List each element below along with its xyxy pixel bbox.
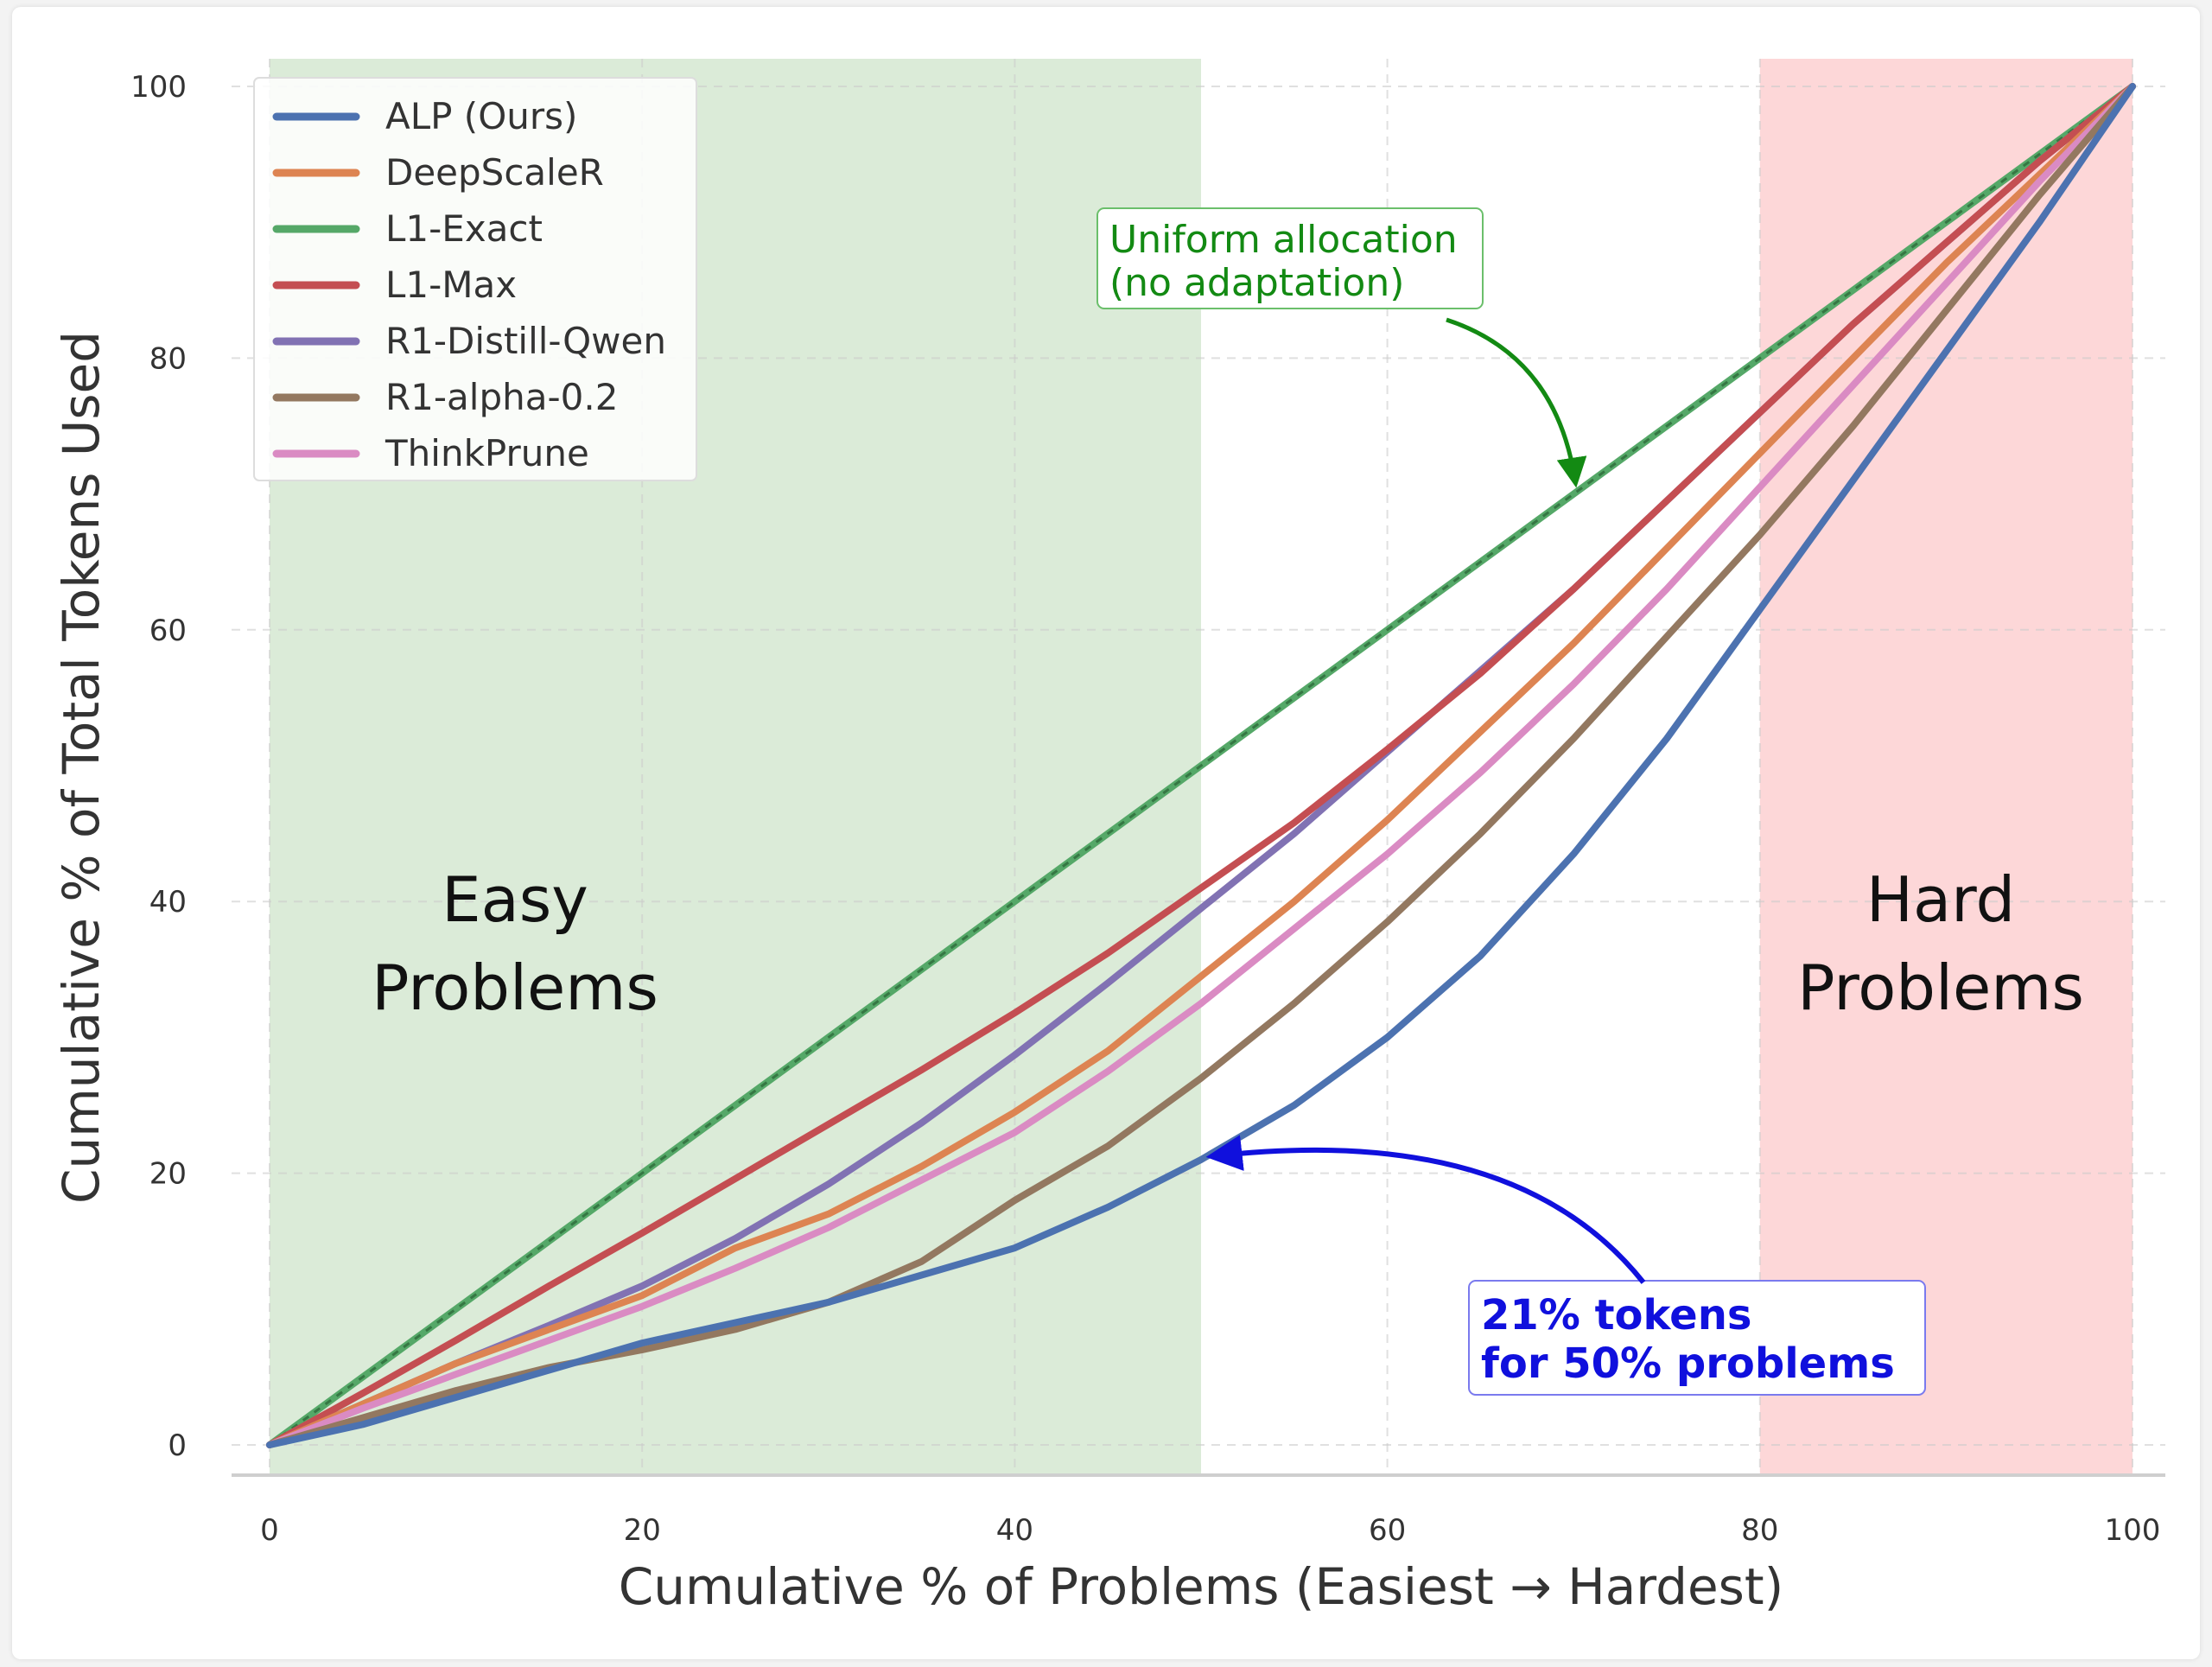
uniform-annotation-text: Uniform allocation — [1109, 218, 1458, 262]
uniform-reference-line — [269, 85, 2133, 1447]
region-labels: Easy Problems Hard Problems — [372, 863, 2084, 1024]
uniform-annotation-text-2: (no adaptation) — [1109, 261, 1404, 305]
legend-label-l1-max: L1-Max — [385, 264, 517, 306]
y-axis-label: Cumulative % of Total Tokens Used — [52, 331, 111, 1204]
annotations: Uniform allocation (no adaptation) 21% t… — [1096, 207, 1926, 1396]
tokens-annotation-text: 21% tokens — [1481, 1291, 1751, 1339]
x-tick-label: 40 — [996, 1513, 1033, 1548]
x-tick-label: 100 — [2105, 1513, 2161, 1548]
region-hard — [1759, 59, 2133, 1475]
legend-label-r1-alpha-0-2: R1-alpha-0.2 — [385, 376, 618, 418]
y-tick-label: 20 — [149, 1157, 187, 1192]
legend-label-thinkprune: ThinkPrune — [385, 432, 589, 474]
legend-label-alp-ours: ALP (Ours) — [385, 95, 577, 137]
uniform-annotation-box — [1096, 207, 1484, 309]
series-lines — [266, 83, 2136, 1448]
legend-label-l1-exact: L1-Exact — [385, 207, 543, 250]
chart-card: Easy Problems Hard Problems 0 20 40 60 80 100… — [12, 7, 2200, 1659]
y-tick-label: 40 — [149, 885, 187, 919]
hard-region-label-2: Problems — [1797, 951, 2084, 1024]
y-tick-label: 80 — [149, 341, 187, 376]
tokens-annotation-arrow — [1205, 1135, 1646, 1284]
x-tick-label: 80 — [1741, 1513, 1778, 1548]
y-tick-label: 0 — [168, 1428, 187, 1463]
series-line-thinkprune — [266, 83, 2136, 1448]
x-axis-label: Cumulative % of Problems (Easiest → Hard… — [619, 1557, 1783, 1616]
series-line-l1-max — [266, 83, 2136, 1448]
token-allocation-chart: Easy Problems Hard Problems 0 20 40 60 80 100… — [52, 59, 2165, 1616]
series-line-alp-ours — [266, 83, 2136, 1448]
legend-label-r1-distill-qwen: R1-Distill-Qwen — [385, 320, 666, 362]
easy-region-label-2: Problems — [372, 951, 658, 1024]
y-tick-label: 100 — [130, 70, 187, 105]
legend: ALP (Ours) DeepScaleR L1-Exact L1-Max R1-Dis… — [253, 77, 697, 481]
x-tick-label: 20 — [624, 1513, 661, 1548]
series-line-deepscaler — [266, 83, 2136, 1448]
x-tick-label: 60 — [1369, 1513, 1406, 1548]
tokens-annotation-box — [1468, 1280, 1926, 1396]
hard-region-label: Hard — [1866, 863, 2015, 936]
y-tick-labels: 0 20 40 60 80 100 — [130, 70, 187, 1463]
uniform-annotation-arrow — [1446, 317, 1587, 488]
legend-box — [253, 77, 697, 481]
y-tick-label: 60 — [149, 614, 187, 648]
tokens-annotation-text-2: for 50% problems — [1481, 1339, 1895, 1388]
x-tick-label: 0 — [260, 1513, 279, 1548]
legend-label-deepscaler: DeepScaleR — [385, 151, 604, 194]
easy-region-label: Easy — [442, 863, 588, 936]
x-tick-labels: 0 20 40 60 80 100 — [260, 1513, 2160, 1548]
